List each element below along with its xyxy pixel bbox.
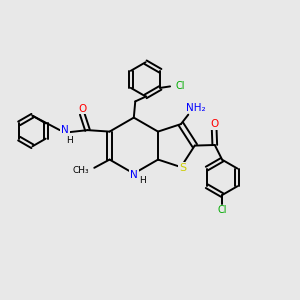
Text: N: N [130, 170, 138, 180]
Text: H: H [67, 136, 73, 145]
Text: O: O [210, 119, 218, 129]
Text: H: H [139, 176, 145, 184]
Text: Cl: Cl [175, 81, 184, 92]
Text: N: N [61, 125, 69, 135]
Text: NH₂: NH₂ [186, 103, 206, 113]
Text: Cl: Cl [218, 206, 227, 215]
Text: S: S [179, 163, 186, 173]
Text: CH₃: CH₃ [72, 166, 89, 175]
Text: O: O [78, 103, 86, 114]
